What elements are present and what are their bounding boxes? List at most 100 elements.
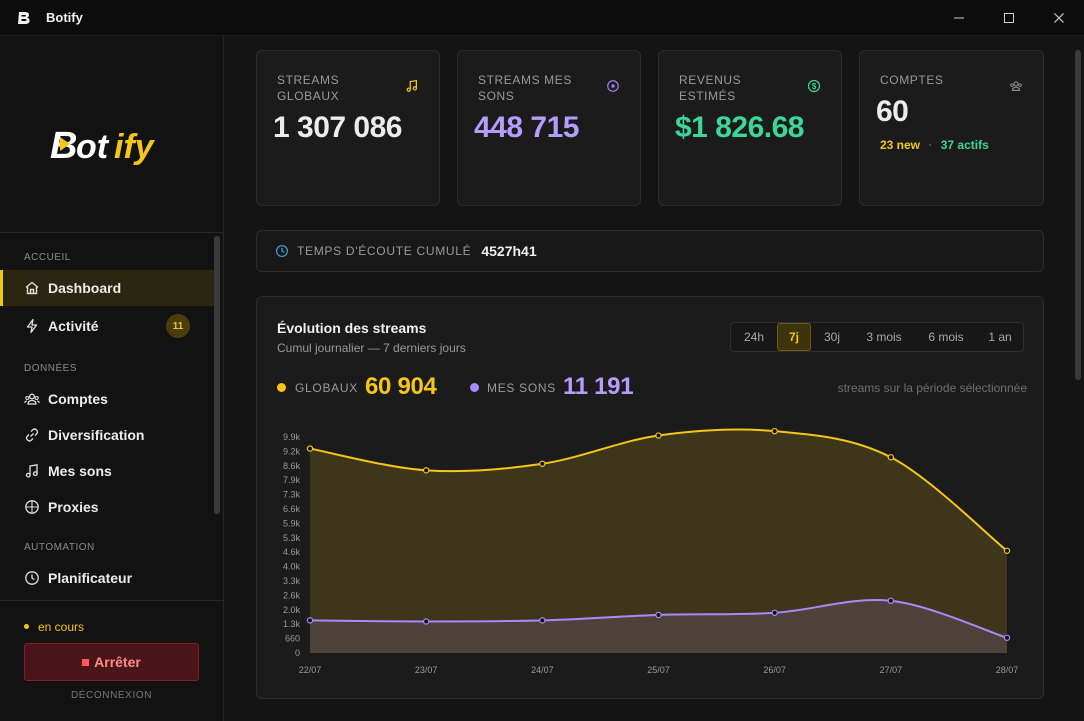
stat-value: $1 826.68 bbox=[675, 111, 804, 144]
y-tick-label: 2.6k bbox=[283, 590, 301, 600]
range-6-mois[interactable]: 6 mois bbox=[928, 330, 964, 344]
sidebar: B ot ify ACCUEIL Dashboard Activité 11 D… bbox=[0, 36, 224, 721]
sidebar-item-label: Diversification bbox=[48, 427, 145, 443]
active-accounts: 37 actifs bbox=[940, 138, 989, 152]
x-tick-label: 27/07 bbox=[880, 665, 903, 675]
stop-icon bbox=[82, 658, 90, 666]
accounts-breakdown: 23 new · 37 actifs bbox=[880, 138, 989, 152]
stat-label: COMPTES bbox=[880, 73, 944, 87]
maximize-button[interactable] bbox=[984, 0, 1034, 36]
series-area-mes-sons bbox=[310, 600, 1007, 653]
close-icon bbox=[1054, 13, 1064, 23]
sidebar-scrollbar[interactable] bbox=[214, 236, 220, 514]
streams-chart-card: Évolution des streams Cumul journalier —… bbox=[256, 296, 1044, 699]
legend-dot-mes-sons bbox=[470, 383, 479, 392]
nav-section-donnees: DONNÉES bbox=[24, 363, 77, 374]
main-scrollbar[interactable] bbox=[1075, 50, 1081, 380]
y-tick-label: 5.9k bbox=[283, 518, 301, 528]
y-tick-label: 8.6k bbox=[283, 461, 301, 471]
stop-button[interactable]: Arrêter bbox=[24, 643, 199, 681]
minimize-button[interactable] bbox=[934, 0, 984, 36]
activity-count-badge: 11 bbox=[166, 314, 190, 338]
range-3-mois[interactable]: 3 mois bbox=[866, 330, 902, 344]
stat-value: 60 bbox=[876, 95, 909, 128]
music-note-icon bbox=[406, 79, 418, 92]
sidebar-item-label: Planificateur bbox=[48, 570, 133, 586]
y-tick-label: 9.2k bbox=[283, 446, 301, 456]
stat-value: 1 307 086 bbox=[273, 111, 402, 144]
sidebar-footer: en cours Arrêter DÉCONNEXION bbox=[0, 600, 223, 721]
minimize-icon bbox=[954, 17, 964, 19]
botify-b-icon bbox=[18, 11, 30, 24]
range-24h[interactable]: 24h bbox=[743, 330, 765, 344]
data-point bbox=[422, 618, 430, 625]
bolt-icon bbox=[24, 318, 40, 334]
stop-button-label: Arrêter bbox=[94, 654, 141, 670]
legend-name-globaux: GLOBAUX bbox=[295, 381, 358, 395]
data-point bbox=[771, 609, 778, 616]
sidebar-item-label: Proxies bbox=[48, 499, 99, 515]
data-point bbox=[887, 454, 895, 461]
x-tick-label: 26/07 bbox=[763, 665, 786, 675]
stat-card-streams-mes-sons: STREAMS MES SONS 448 715 bbox=[457, 50, 641, 206]
legend-note: streams sur la période sélectionnée bbox=[837, 381, 1027, 395]
range-1-an[interactable]: 1 an bbox=[988, 330, 1012, 344]
clock-icon bbox=[24, 570, 40, 586]
y-tick-label: 7.3k bbox=[283, 490, 301, 500]
sidebar-item-proxies[interactable]: Proxies bbox=[0, 490, 214, 524]
data-point bbox=[306, 445, 314, 452]
home-icon bbox=[24, 280, 40, 296]
sidebar-item-label: Comptes bbox=[48, 391, 108, 407]
range-selector: 24h 7j 30j 3 mois 6 mois 1 an bbox=[730, 322, 1024, 352]
y-tick-label: 2.0k bbox=[283, 605, 301, 615]
x-tick-label: 24/07 bbox=[531, 665, 554, 675]
stat-card-streams-globaux: STREAMS GLOBAUX 1 307 086 bbox=[256, 50, 440, 206]
sidebar-item-planificateur[interactable]: Planificateur bbox=[0, 561, 214, 595]
svg-text:$: $ bbox=[812, 82, 817, 91]
data-point bbox=[771, 427, 778, 435]
sidebar-item-diversification[interactable]: Diversification bbox=[0, 418, 214, 452]
stat-card-revenus: REVENUS ESTIMÉS $ $1 826.68 bbox=[658, 50, 842, 206]
y-tick-label: 7.9k bbox=[283, 475, 301, 485]
chart-legend: GLOBAUX 60 904 MES SONS 11 191 streams s… bbox=[277, 373, 1027, 403]
svg-text:ify: ify bbox=[114, 128, 156, 166]
y-tick-label: 9.9k bbox=[283, 432, 301, 442]
listening-time-bar: TEMPS D'ÉCOUTE CUMULÉ 4527h41 bbox=[256, 230, 1044, 272]
disc-icon bbox=[607, 80, 619, 92]
logout-link[interactable]: DÉCONNEXION bbox=[70, 690, 153, 701]
data-point bbox=[539, 460, 546, 467]
close-button[interactable] bbox=[1034, 0, 1084, 36]
legend-total-globaux: 60 904 bbox=[365, 373, 437, 400]
maximize-icon bbox=[1004, 13, 1014, 23]
svg-text:ot: ot bbox=[76, 128, 110, 166]
y-tick-label: 1.3k bbox=[283, 619, 301, 629]
sidebar-item-mes-sons[interactable]: Mes sons bbox=[0, 454, 214, 488]
users-icon bbox=[24, 391, 40, 407]
music-note-icon bbox=[24, 463, 40, 479]
nav-section-accueil: ACCUEIL bbox=[24, 252, 71, 263]
stat-label: STREAMS MES SONS bbox=[478, 73, 572, 103]
separator: · bbox=[928, 138, 933, 152]
window-title: Botify bbox=[46, 10, 83, 25]
y-tick-label: 4.0k bbox=[283, 562, 301, 572]
listening-time-label: TEMPS D'ÉCOUTE CUMULÉ bbox=[297, 244, 472, 258]
y-tick-label: 0 bbox=[295, 648, 300, 658]
link-icon bbox=[24, 427, 40, 443]
botify-logo: B ot ify bbox=[50, 125, 156, 167]
globe-icon bbox=[24, 499, 40, 515]
x-tick-label: 25/07 bbox=[647, 665, 670, 675]
sidebar-item-dashboard[interactable]: Dashboard bbox=[0, 270, 214, 306]
new-accounts: 23 new bbox=[880, 138, 921, 152]
data-point bbox=[539, 617, 546, 624]
legend-dot-globaux bbox=[277, 383, 286, 392]
main-content: STREAMS GLOBAUX 1 307 086 STREAMS MES SO… bbox=[224, 36, 1084, 721]
sidebar-item-comptes[interactable]: Comptes bbox=[0, 382, 214, 416]
sidebar-item-activite[interactable]: Activité 11 bbox=[0, 309, 214, 343]
title-bar: Botify bbox=[0, 0, 1084, 36]
users-icon bbox=[1010, 81, 1022, 91]
range-7j[interactable]: 7j bbox=[777, 323, 811, 351]
data-point bbox=[306, 617, 314, 624]
stat-label: REVENUS ESTIMÉS bbox=[679, 73, 742, 103]
data-point bbox=[887, 597, 895, 605]
range-30j[interactable]: 30j bbox=[823, 330, 840, 344]
